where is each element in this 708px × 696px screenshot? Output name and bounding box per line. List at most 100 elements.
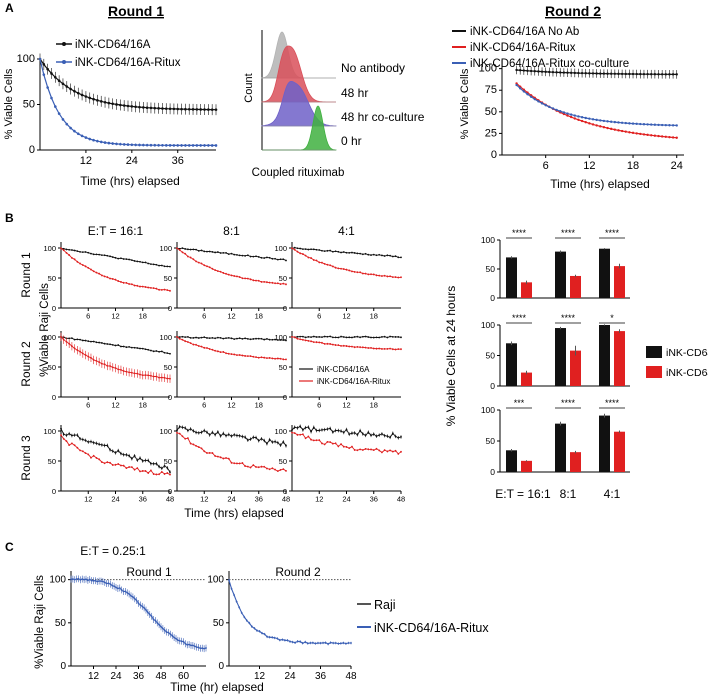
data-point xyxy=(73,249,76,252)
data-point xyxy=(391,450,394,453)
data-point xyxy=(389,436,391,439)
data-point xyxy=(584,116,587,120)
data-point xyxy=(340,251,342,254)
data-point xyxy=(359,271,362,274)
y-tick-label: 100 xyxy=(207,575,224,586)
data-point xyxy=(356,345,359,348)
data-point xyxy=(181,338,184,341)
data-point xyxy=(340,267,342,270)
data-point xyxy=(208,348,211,350)
data-point xyxy=(166,289,169,292)
data-point xyxy=(310,340,312,343)
flow-ylabel: Count xyxy=(243,73,255,102)
data-point xyxy=(210,108,214,111)
data-point xyxy=(160,350,163,353)
data-point xyxy=(62,249,65,252)
data-point xyxy=(95,442,98,445)
y-tick-label: 100 xyxy=(17,53,35,65)
data-point xyxy=(356,252,359,255)
data-point xyxy=(168,107,172,111)
x-tick-label: 12 xyxy=(80,155,92,167)
x-tick-label: 12 xyxy=(342,401,350,410)
data-point xyxy=(334,266,337,269)
data-point xyxy=(147,262,150,265)
data-point xyxy=(134,143,137,147)
data-point xyxy=(169,352,171,355)
data-point xyxy=(130,346,133,349)
x-tick-label: 6 xyxy=(317,312,321,321)
data-point xyxy=(351,345,353,348)
data-point xyxy=(77,577,80,580)
data-point xyxy=(353,336,356,338)
data-point xyxy=(130,457,133,460)
data-point xyxy=(639,72,642,76)
data-point xyxy=(106,254,109,257)
panel-b-col-title: 8:1 xyxy=(223,224,240,238)
data-point xyxy=(370,448,372,451)
data-point xyxy=(62,247,65,250)
data-point xyxy=(241,337,244,340)
legend-marker xyxy=(62,60,66,64)
data-point xyxy=(81,450,84,453)
data-point xyxy=(282,468,285,471)
data-point xyxy=(391,335,394,338)
data-point xyxy=(60,336,62,338)
x-tick-label: 24 xyxy=(110,671,122,682)
data-point xyxy=(184,144,187,147)
data-point xyxy=(128,454,131,457)
data-point xyxy=(286,639,289,642)
y-tick-label: 50 xyxy=(486,436,496,446)
data-point xyxy=(664,123,667,127)
data-point xyxy=(211,431,214,434)
data-point xyxy=(197,261,200,264)
data-point xyxy=(195,144,199,147)
data-point xyxy=(599,72,602,75)
data-point xyxy=(236,462,238,465)
data-point xyxy=(158,376,161,379)
panel-b-bar-xlabel: 8:1 xyxy=(560,487,577,501)
data-point xyxy=(191,108,195,111)
bar-black xyxy=(555,328,566,386)
panel-label-a: A xyxy=(5,1,14,15)
data-point xyxy=(103,254,106,257)
data-point xyxy=(152,473,155,475)
data-point xyxy=(145,143,149,147)
panel-b-row-label: Round 3 xyxy=(19,435,33,481)
data-point xyxy=(92,454,95,457)
data-point xyxy=(537,70,540,73)
data-point xyxy=(118,587,121,589)
data-point xyxy=(181,251,184,254)
data-point xyxy=(657,134,660,138)
series-line xyxy=(228,579,351,645)
data-point xyxy=(529,95,533,98)
panel-a-round2-series-blue xyxy=(515,83,678,127)
data-point xyxy=(386,336,389,339)
data-point xyxy=(293,432,296,435)
data-point xyxy=(154,619,157,622)
data-point xyxy=(378,347,381,350)
y-tick-label: 0 xyxy=(60,661,66,672)
panel-b-row-label: Round 1 xyxy=(19,252,33,298)
data-point xyxy=(70,578,72,581)
x-tick-label: 36 xyxy=(255,495,263,504)
data-point xyxy=(635,122,638,126)
data-point xyxy=(310,438,312,441)
data-point xyxy=(364,447,367,450)
data-point xyxy=(171,634,174,637)
data-point xyxy=(261,632,263,635)
y-tick-label: 100 xyxy=(159,427,172,436)
data-point xyxy=(617,72,620,76)
data-point xyxy=(260,337,263,340)
data-point xyxy=(317,642,319,644)
data-point xyxy=(302,335,304,338)
series-black xyxy=(60,335,171,355)
data-point xyxy=(68,248,71,251)
data-point xyxy=(353,432,356,434)
data-point xyxy=(257,439,260,442)
data-point xyxy=(225,457,227,459)
data-point xyxy=(650,134,653,137)
data-point xyxy=(375,336,378,339)
data-point xyxy=(195,431,197,434)
data-point xyxy=(551,70,555,74)
data-point xyxy=(359,448,362,451)
